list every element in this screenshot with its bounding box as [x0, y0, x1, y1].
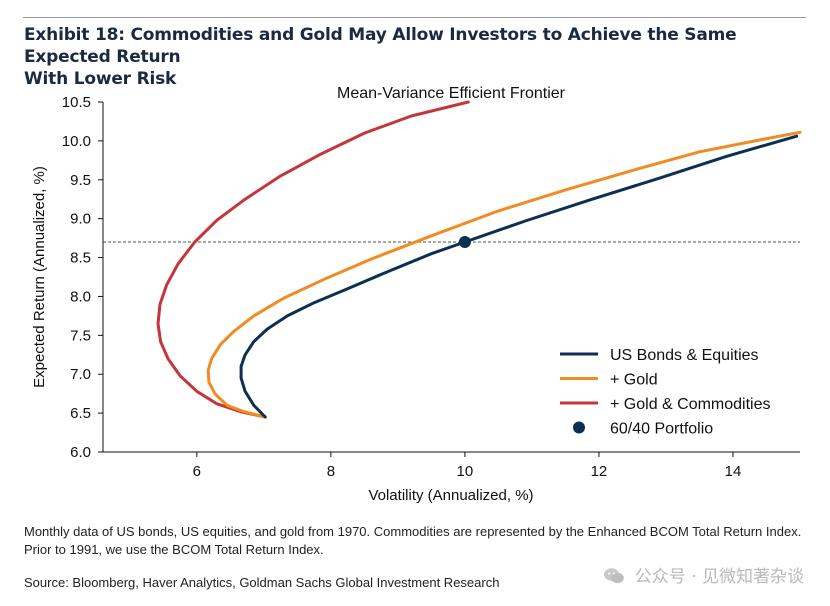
legend-label: + Gold & Commodities — [610, 396, 771, 413]
y-tick-label: 7.0 — [70, 366, 91, 383]
y-tick-label: 10.5 — [62, 94, 91, 111]
y-tick-label: 7.5 — [70, 327, 91, 344]
legend-label: + Gold — [610, 372, 658, 389]
y-tick-label: 8.0 — [70, 288, 91, 305]
x-tick-label: 12 — [591, 463, 608, 480]
y-tick-label: 6.0 — [70, 444, 91, 461]
x-tick-label: 8 — [327, 463, 335, 480]
plot-area: 6.0 6.5 7.0 7.5 8.0 8.5 9.0 9.5 10.0 10.5 6 8 10 12 14 — [62, 94, 802, 480]
y-tick-label: 6.5 — [70, 405, 91, 422]
watermark-text: 公众号 · 见微知著杂谈 — [634, 567, 804, 587]
legend-label: US Bonds & Equities — [610, 347, 759, 364]
x-axis-label: Volatility (Annualized, %) — [368, 487, 533, 504]
exhibit-title: Exhibit 18: Commodities and Gold May All… — [24, 24, 814, 90]
legend-label: 60/40 Portfolio — [610, 421, 713, 438]
series-line-1 — [206, 130, 802, 419]
x-tick-label: 14 — [725, 463, 742, 480]
y-tick-label: 9.5 — [70, 172, 91, 189]
watermark: 公众号 · 见微知著杂谈 — [603, 562, 804, 587]
portfolio-point — [458, 236, 471, 248]
exhibit-title-line1: Exhibit 18: Commodities and Gold May All… — [24, 25, 737, 67]
y-tick-label: 10.0 — [62, 133, 91, 150]
top-rule — [23, 17, 806, 18]
wechat-icon — [604, 568, 625, 584]
footnote-text: Monthly data of US bonds, US equities, a… — [24, 524, 802, 557]
legend: US Bonds & Equities + Gold + Gold & Commod… — [560, 347, 771, 438]
source-text: Source: Bloomberg, Haver Analytics, Gold… — [24, 575, 500, 590]
exhibit-title-line2: With Lower Risk — [24, 69, 177, 89]
chart-title: Mean-Variance Efficient Frontier — [337, 85, 566, 102]
y-tick-label: 8.5 — [70, 250, 91, 267]
series-line-2 — [156, 100, 470, 419]
x-tick-label: 6 — [193, 463, 201, 480]
x-tick-label: 10 — [457, 463, 474, 480]
legend-point-marker — [573, 421, 585, 434]
series-line-0 — [239, 134, 799, 419]
y-axis-label: Expected Return (Annualized, %) — [31, 166, 48, 388]
y-tick-label: 9.0 — [70, 211, 91, 228]
